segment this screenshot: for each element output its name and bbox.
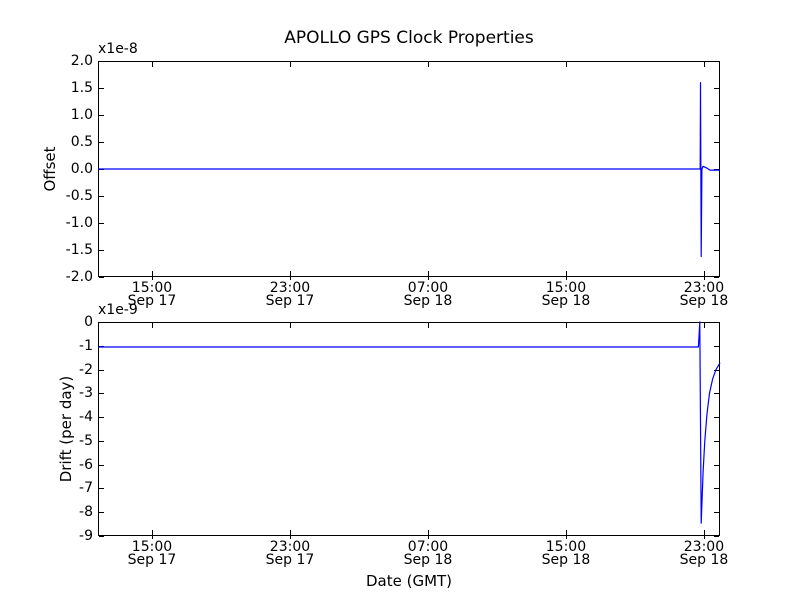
y-tick-label: -1.0 — [65, 215, 93, 231]
data-line — [98, 81, 720, 258]
drift-plot-area — [98, 322, 720, 536]
x-tick-label: 23:00 Sep 17 — [245, 539, 335, 568]
y-tick-label: 0 — [84, 314, 93, 330]
drift-scale-label: x1e-9 — [98, 302, 138, 318]
y-tick-label: -2 — [79, 361, 93, 378]
x-tick-time: 15:00 — [545, 539, 587, 555]
x-tick-time: 23:00 — [269, 280, 311, 296]
y-tick-label: -4 — [79, 409, 93, 426]
y-tick-label: 0.5 — [70, 134, 93, 150]
x-tick-label: 23:00 Sep 17 — [245, 280, 335, 309]
x-tick-label: 15:00 Sep 17 — [107, 539, 197, 568]
x-tick-label: 15:00 Sep 18 — [521, 280, 611, 309]
x-tick-date: Sep 18 — [541, 552, 591, 568]
x-tick-date: Sep 18 — [679, 293, 729, 309]
x-tick-date: Sep 17 — [265, 293, 315, 309]
x-tick-date: Sep 18 — [541, 293, 591, 309]
x-tick-date: Sep 17 — [265, 552, 315, 568]
x-tick-time: 23:00 — [269, 539, 311, 555]
y-tick-label: 1.5 — [70, 80, 93, 96]
xlabel: Date (GMT) — [365, 572, 453, 590]
y-tick-label: -3 — [79, 385, 93, 402]
x-tick-label: 07:00 Sep 18 — [383, 539, 473, 568]
y-tick-label: -9 — [79, 528, 93, 544]
x-tick-time: 07:00 — [407, 280, 449, 296]
y-tick-label: 2.0 — [70, 53, 93, 69]
x-tick-time: 23:00 — [683, 280, 725, 296]
y-tick-label: -2.0 — [65, 269, 93, 285]
x-tick-label: 15:00 Sep 18 — [521, 539, 611, 568]
chart-title: APOLLO GPS Clock Properties — [284, 28, 534, 48]
x-tick-time: 15:00 — [131, 539, 173, 555]
y-tick-label: -6 — [79, 456, 93, 473]
x-tick-label: 23:00 Sep 18 — [659, 539, 749, 568]
y-tick-label: -1 — [79, 337, 93, 354]
x-tick-date: Sep 18 — [679, 552, 729, 568]
x-tick-label: 23:00 Sep 18 — [659, 280, 749, 309]
x-tick-time: 07:00 — [407, 539, 449, 555]
x-tick-time: 23:00 — [683, 539, 725, 555]
x-tick-date: Sep 18 — [403, 552, 453, 568]
x-tick-label: 15:00 Sep 17 — [107, 280, 197, 309]
x-tick-date: Sep 18 — [403, 293, 453, 309]
x-tick-date: Sep 17 — [127, 552, 177, 568]
y-tick-label: 0.0 — [70, 161, 93, 177]
y-tick-label: -7 — [79, 480, 93, 497]
data-line — [98, 321, 721, 524]
offset-scale-label: x1e-8 — [98, 41, 138, 57]
y-tick-label: -5 — [79, 432, 93, 449]
x-tick-time: 15:00 — [131, 280, 173, 296]
y-tick-label: -0.5 — [65, 188, 93, 204]
x-tick-label: 07:00 Sep 18 — [383, 280, 473, 309]
y-tick-label: -8 — [79, 504, 93, 521]
x-tick-time: 15:00 — [545, 280, 587, 296]
x-tick-date: Sep 17 — [127, 293, 177, 309]
y-tick-label: -1.5 — [65, 242, 93, 258]
y-tick-label: 1.0 — [70, 107, 93, 123]
